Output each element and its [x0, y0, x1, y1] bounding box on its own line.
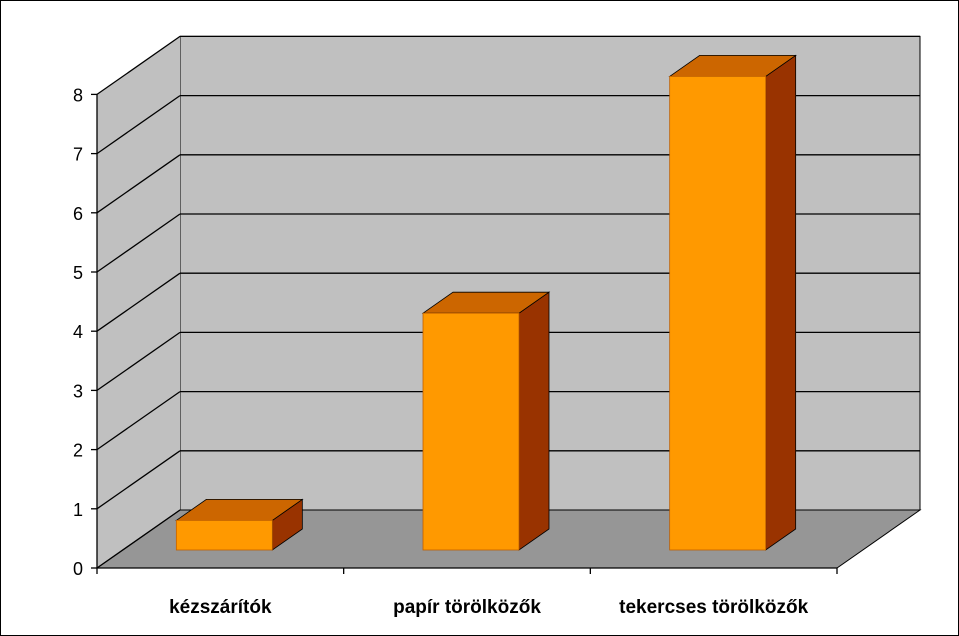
bar	[421, 291, 551, 551]
bar	[175, 498, 304, 551]
y-tick-label: 4	[73, 322, 83, 342]
y-tick-labels: 0 1 2 3 4 5 6 7 8	[73, 85, 83, 579]
gridline-side	[96, 95, 181, 155]
gridline-side	[96, 509, 181, 569]
y-tick-label: 5	[73, 263, 83, 283]
bar-front	[175, 520, 273, 551]
x-tick-labels: kézszárítók papír törölközők tekercses tör…	[169, 597, 809, 618]
bar-front	[422, 312, 520, 551]
axes	[91, 93, 838, 574]
y-tick-label: 8	[73, 85, 83, 105]
gridline-side	[96, 272, 181, 332]
bar-front	[669, 76, 767, 551]
x-tick-label: papír törölközők	[393, 597, 541, 618]
bar	[668, 54, 797, 551]
bars	[175, 54, 797, 551]
gridline-side	[96, 213, 181, 273]
gridline-side	[96, 35, 181, 95]
y-tick-label: 2	[73, 441, 83, 461]
bar-side	[518, 291, 550, 551]
gridline-side	[96, 154, 181, 214]
y-tick-label: 0	[73, 559, 83, 579]
y-tick-label: 7	[73, 145, 83, 165]
gridline-side	[96, 391, 181, 451]
y-tick-label: 1	[73, 500, 83, 520]
y-tick-label: 6	[73, 204, 83, 224]
x-tick-label: kézszárítók	[169, 597, 272, 618]
gridlines	[96, 35, 920, 569]
bar-side	[765, 54, 797, 551]
gridline-side	[96, 450, 181, 510]
x-tick-label: tekercses törölközők	[619, 597, 808, 618]
gridline-side	[96, 331, 181, 391]
y-tick-label: 3	[73, 381, 83, 401]
